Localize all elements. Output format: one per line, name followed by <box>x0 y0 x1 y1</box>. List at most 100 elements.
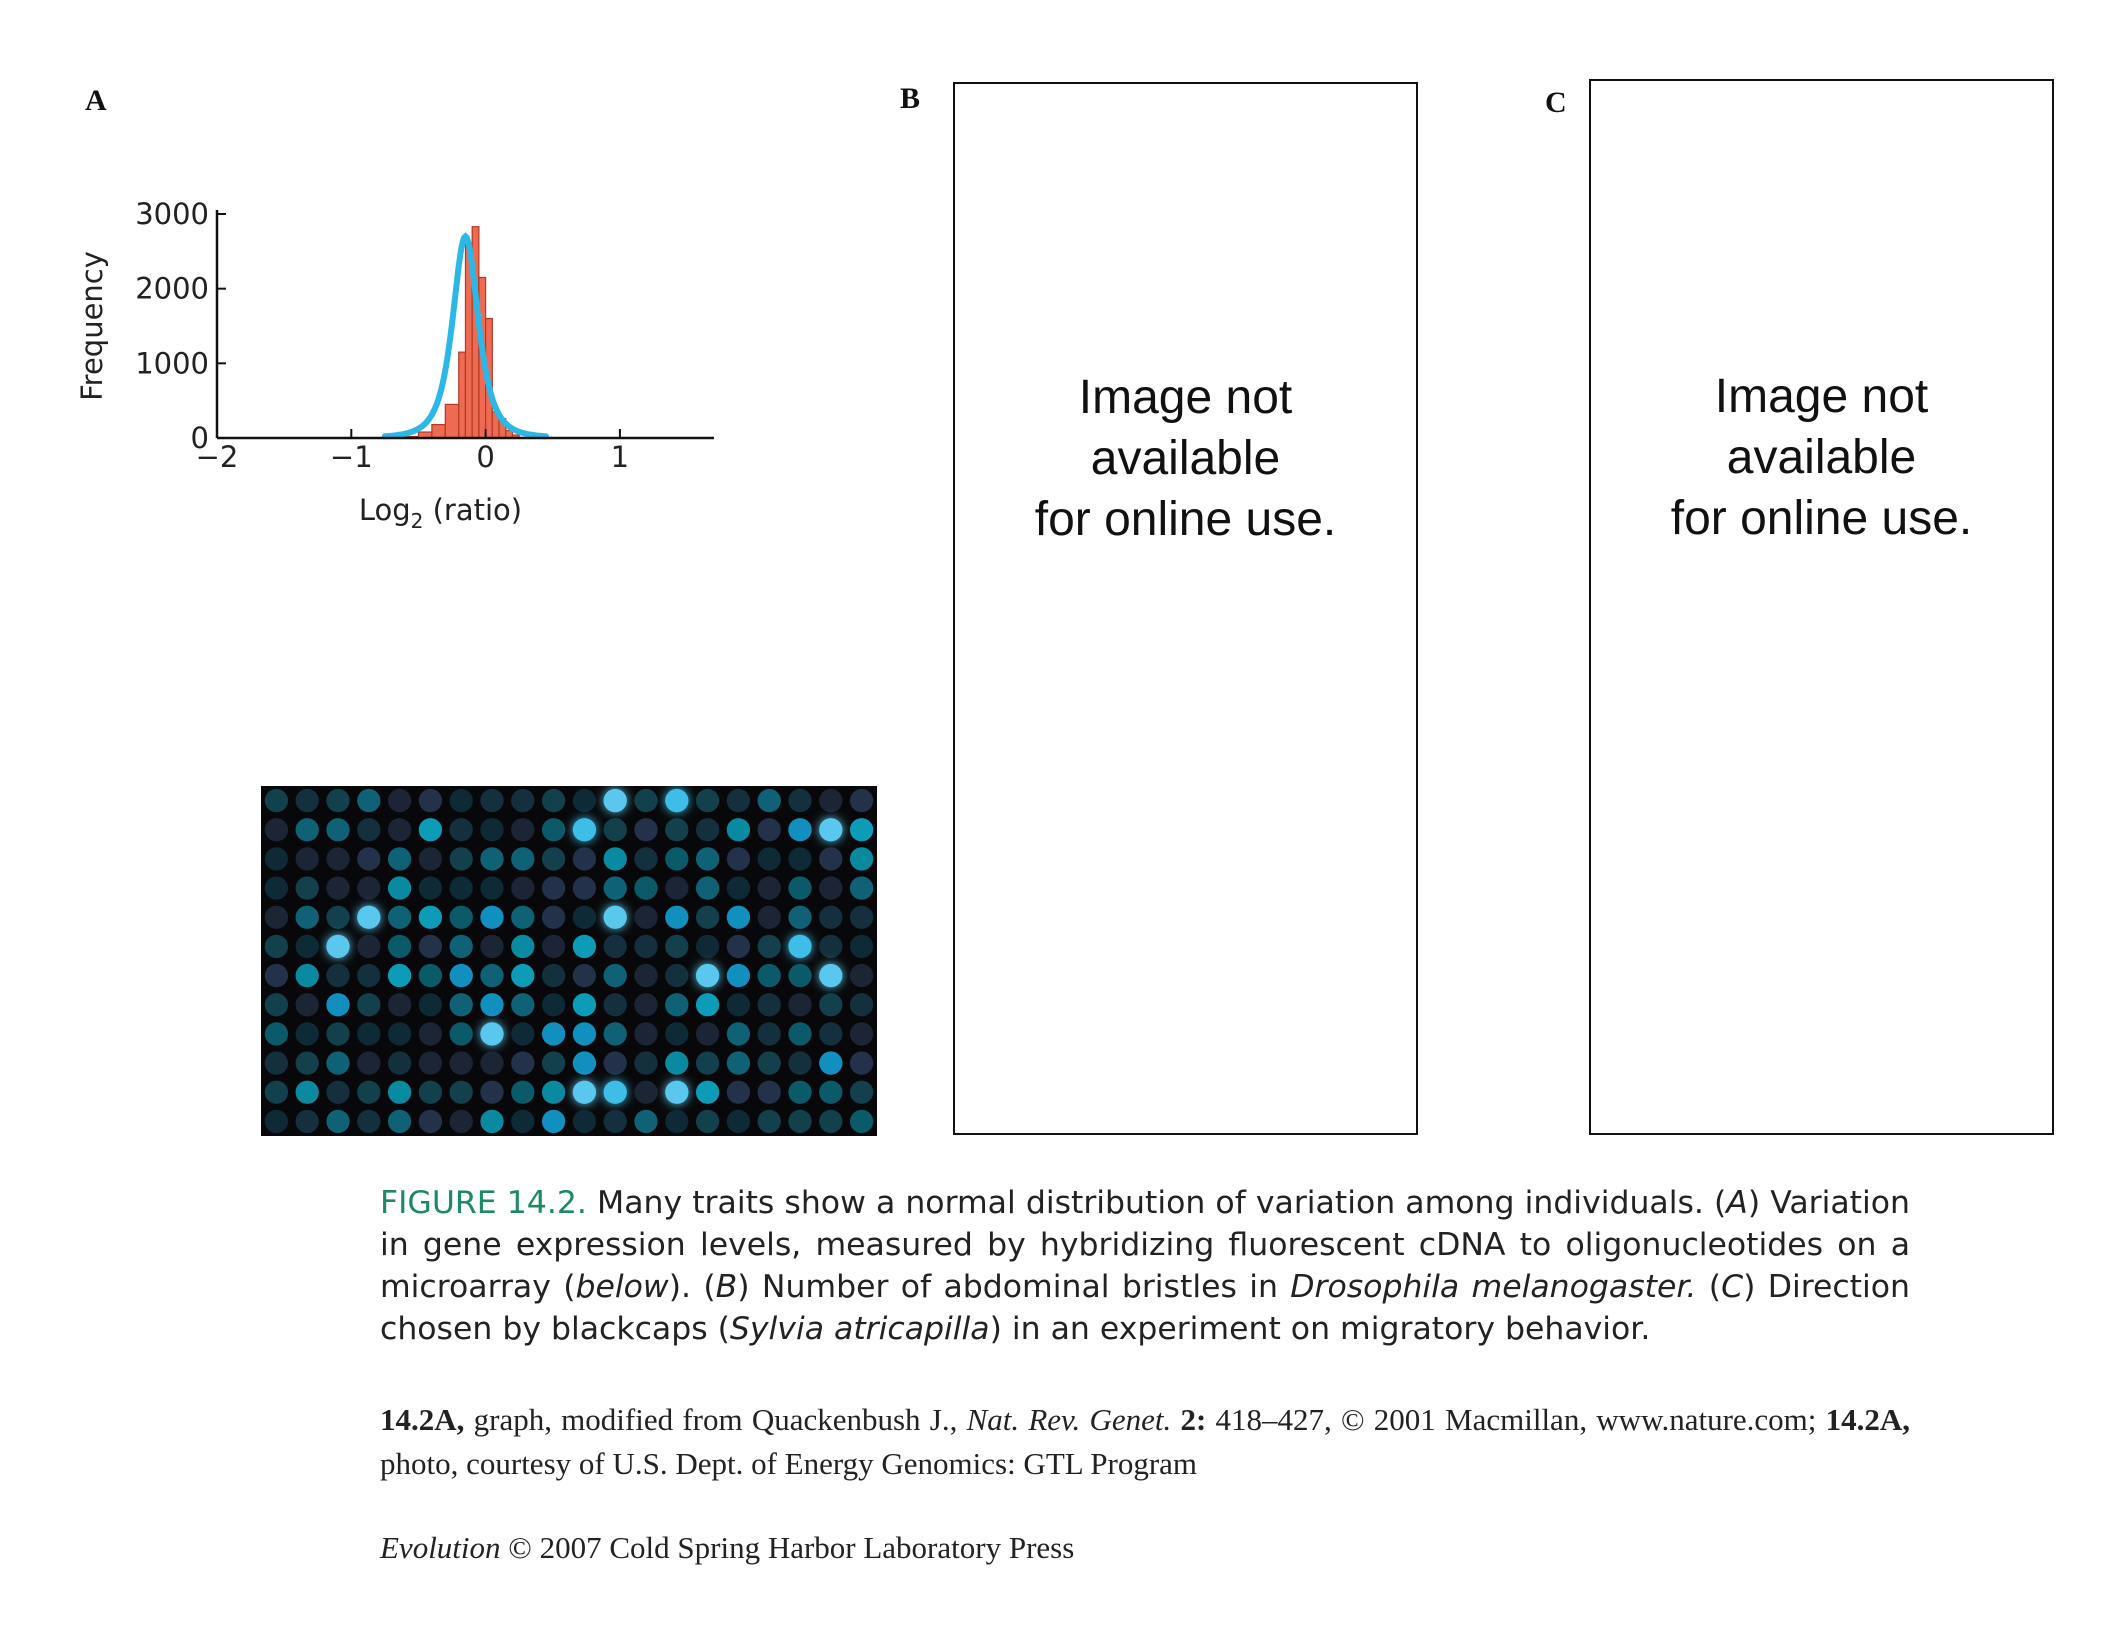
microarray-spot <box>726 1080 751 1104</box>
microarray-spot <box>726 788 751 813</box>
microarray-spot <box>634 993 658 1017</box>
microarray-spot <box>264 963 289 988</box>
figure-label: FIGURE 14.2. <box>380 1185 587 1221</box>
microarray-spot <box>572 1080 597 1104</box>
microarray-spot <box>849 847 874 871</box>
microarray-spot <box>788 1022 812 1046</box>
microarray-spot <box>357 876 381 900</box>
microarray-spot <box>387 1051 412 1075</box>
microarray-spot <box>357 788 381 813</box>
microarray-spot <box>326 993 350 1017</box>
species-name-sylvia: Sylvia atricapilla <box>729 1311 990 1347</box>
panel-c-placeholder: Image not available for online use. <box>1589 79 2054 1135</box>
microarray-spot <box>634 788 658 813</box>
microarray-spot <box>295 963 319 988</box>
microarray-spot <box>695 847 720 871</box>
microarray-spot <box>572 818 597 842</box>
microarray-spot <box>572 788 597 813</box>
microarray-spot <box>665 1109 689 1134</box>
microarray-spot <box>295 934 319 959</box>
microarray-spot <box>757 934 781 959</box>
microarray-spot <box>572 1109 597 1134</box>
species-name-drosophila: Drosophila melanogaster. <box>1290 1269 1697 1305</box>
microarray-spot <box>541 1109 566 1134</box>
microarray-spot <box>264 993 289 1017</box>
microarray-spot <box>757 1022 781 1046</box>
microarray-spot <box>387 934 412 959</box>
microarray-spot <box>541 1051 566 1075</box>
microarray-spot <box>726 905 751 929</box>
microarray-spot <box>449 1109 473 1134</box>
microarray-spot <box>357 847 381 871</box>
microarray-spot <box>819 934 843 959</box>
microarray-spot <box>849 1080 874 1104</box>
microarray-spot <box>387 905 412 929</box>
microarray-spot <box>295 993 319 1017</box>
microarray-spot <box>541 847 566 871</box>
microarray-spot <box>695 993 720 1017</box>
microarray-spot <box>695 1051 720 1075</box>
microarray-spot <box>819 1080 843 1104</box>
microarray-spot <box>634 1022 658 1046</box>
microarray-spot <box>849 905 874 929</box>
microarray-spot <box>634 1080 658 1104</box>
microarray-spot <box>541 963 566 988</box>
x-axis-label-subscript: 2 <box>411 509 424 533</box>
microarray-spot <box>788 1051 812 1075</box>
x-axis-label-rest: (ratio) <box>423 493 522 527</box>
microarray-spot <box>819 818 843 842</box>
microarray-spot <box>634 818 658 842</box>
microarray-spot <box>480 1080 504 1104</box>
microarray-spot <box>387 876 412 900</box>
microarray-spot <box>387 993 412 1017</box>
microarray-spot <box>449 934 473 959</box>
microarray-spot <box>511 847 535 871</box>
histogram-bar <box>431 423 446 439</box>
microarray-background <box>261 786 877 1136</box>
microarray-spot <box>264 876 289 900</box>
microarray-spot <box>788 905 812 929</box>
microarray-spot <box>665 1080 689 1104</box>
microarray-spot <box>695 788 720 813</box>
microarray-spot <box>819 1051 843 1075</box>
microarray-spot <box>418 1051 443 1075</box>
y-tick-label: 2000 <box>135 272 209 306</box>
microarray-spot <box>480 905 504 929</box>
microarray-spot <box>603 788 627 813</box>
microarray-spot <box>849 788 874 813</box>
microarray-spot <box>326 876 350 900</box>
microarray-spot <box>634 1051 658 1075</box>
microarray-spot <box>449 905 473 929</box>
microarray-spot <box>357 905 381 929</box>
microarray-spot <box>695 818 720 842</box>
microarray-spot <box>665 934 689 959</box>
microarray-spot <box>788 934 812 959</box>
microarray-spot <box>788 788 812 813</box>
microarray-spot <box>849 963 874 988</box>
microarray-spot <box>264 1051 289 1075</box>
x-tick-label: 0 <box>476 440 494 474</box>
microarray-spot <box>819 905 843 929</box>
panel-b-placeholder: Image not available for online use. <box>953 82 1418 1135</box>
microarray-spot <box>849 934 874 959</box>
microarray-spot <box>387 818 412 842</box>
microarray-spot <box>819 1109 843 1134</box>
microarray-spot <box>387 1022 412 1046</box>
microarray-spot <box>449 963 473 988</box>
microarray-spot <box>418 876 443 900</box>
microarray-spot <box>449 1051 473 1075</box>
microarray-spot <box>572 934 597 959</box>
microarray-spot <box>511 905 535 929</box>
microarray-spot <box>541 993 566 1017</box>
microarray-spot <box>849 1022 874 1046</box>
microarray-spot <box>695 1022 720 1046</box>
microarray-spot <box>819 876 843 900</box>
y-ticks: 0 1000 2000 3000 <box>135 197 226 455</box>
microarray-spot <box>788 993 812 1017</box>
microarray-spot <box>788 1109 812 1134</box>
microarray-spot <box>449 1022 473 1046</box>
microarray-spot <box>695 934 720 959</box>
microarray-spot <box>418 934 443 959</box>
microarray-spot <box>357 1051 381 1075</box>
microarray-spot <box>819 963 843 988</box>
